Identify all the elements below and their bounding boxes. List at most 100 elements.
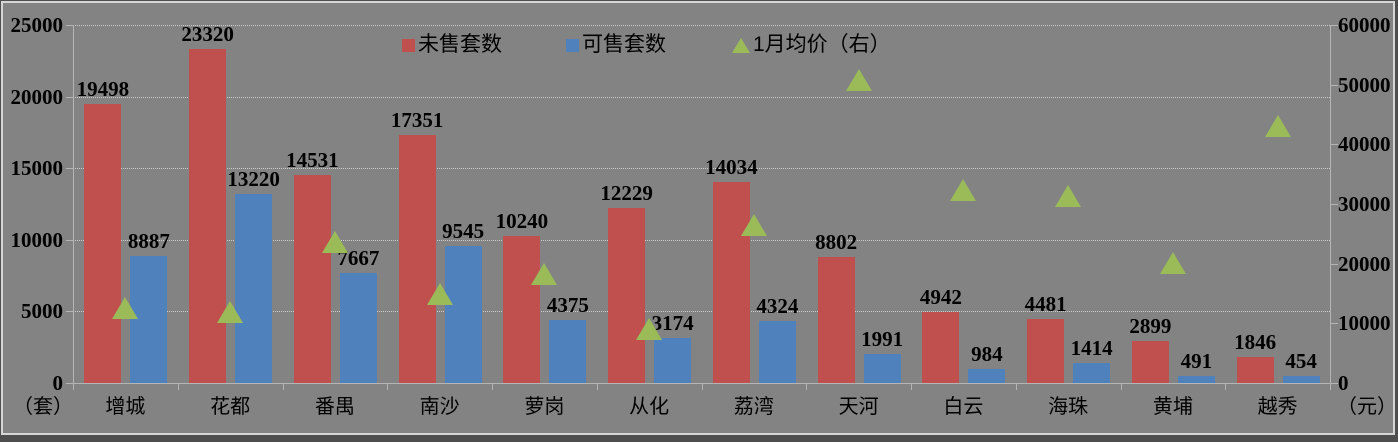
unsold-bar: [84, 103, 122, 383]
unsold-value-label: 19498: [76, 76, 130, 101]
available-value-label: 491: [1180, 348, 1213, 373]
bottom-axis-tick: [701, 383, 703, 390]
left-axis-tick-label: 10000: [10, 227, 64, 252]
unsold-value-label: 10240: [495, 209, 549, 234]
category-label: 天河: [838, 396, 879, 418]
unsold-value-label: 1846: [1234, 329, 1277, 354]
bottom-axis-tick: [1225, 383, 1227, 390]
unsold-bar: [922, 312, 960, 383]
avg-price-series-triangle-icon: [732, 37, 750, 53]
bottom-axis-tick: [911, 383, 912, 390]
available-bar: [130, 255, 168, 383]
available-series-square-icon: [566, 38, 579, 52]
available-bar: [444, 246, 482, 383]
left-axis-tick: [66, 168, 73, 170]
bottom-axis-tick: [177, 383, 179, 390]
right-axis-tick-label: 30000: [1338, 192, 1391, 216]
left-axis-line: [73, 25, 74, 390]
available-value-label: 9545: [442, 219, 485, 244]
unsold-bar: [189, 49, 227, 383]
avg-price-triangle-marker: [217, 300, 244, 323]
right-axis-tick: [1331, 263, 1338, 265]
right-axis-tick-label: 0: [1338, 371, 1349, 395]
category-label: 南沙: [419, 396, 460, 418]
legend-item-avg-price: 1月均价（右）: [732, 33, 891, 57]
unsold-value-label: 14034: [705, 155, 758, 180]
available-bar: [758, 321, 796, 383]
left-axis-tick: [66, 96, 73, 98]
bottom-axis-tick: [596, 383, 598, 390]
unsold-bar: [398, 134, 436, 383]
right-axis-tick: [1331, 144, 1338, 146]
left-axis-tick: [66, 311, 73, 313]
available-value-label: 1991: [861, 327, 904, 352]
unsold-value-label: 23320: [181, 22, 234, 47]
category-label: 白云: [943, 396, 984, 418]
legend: 未售套数 可售套数 1月均价（右）: [3, 33, 1393, 59]
avg-price-triangle-marker: [321, 230, 348, 253]
unsold-bar: [1027, 318, 1065, 383]
available-value-label: 8887: [127, 228, 170, 253]
available-bar: [654, 337, 692, 383]
unsold-bar: [1236, 356, 1274, 383]
category-label: 黄埔: [1152, 396, 1193, 418]
legend-label-avg-price: 1月均价（右）: [753, 33, 891, 56]
left-axis-tick-label: 15000: [10, 156, 64, 181]
bottom-axis-tick: [282, 383, 284, 390]
right-axis-tick-label: 60000: [1338, 13, 1391, 37]
right-axis-tick: [1331, 25, 1338, 26]
avg-price-triangle-marker: [531, 263, 558, 286]
unsold-value-label: 4942: [919, 285, 962, 310]
category-label: 萝岗: [524, 396, 565, 418]
legend-label-available: 可售套数: [582, 33, 666, 56]
available-bar: [549, 320, 587, 383]
right-axis-tick: [1331, 383, 1338, 384]
available-value-label: 984: [971, 341, 1003, 366]
unsold-bar: [1131, 341, 1169, 383]
unsold-bar: [712, 182, 750, 383]
left-axis-tick-label: 25000: [10, 13, 64, 37]
unsold-series-square-icon: [402, 38, 415, 52]
available-bar: [1073, 362, 1111, 383]
category-label: 番禺: [314, 396, 355, 418]
available-value-label: 1414: [1070, 335, 1113, 360]
category-label: 花都: [210, 396, 251, 418]
available-bar: [1282, 376, 1320, 383]
bottom-axis-tick: [387, 383, 389, 390]
left-axis-tick: [66, 25, 73, 26]
unsold-bar: [817, 256, 855, 383]
bottom-axis-tick: [1015, 383, 1017, 390]
available-value-label: 4375: [546, 293, 589, 318]
available-value-label: 3174: [651, 310, 694, 335]
category-label: 荔湾: [733, 396, 774, 418]
available-bar: [235, 193, 273, 383]
avg-price-triangle-marker: [845, 68, 872, 91]
avg-price-triangle-marker: [636, 318, 663, 341]
unsold-bar: [293, 174, 331, 383]
unsold-value-label: 4481: [1024, 291, 1067, 316]
category-label: 从化: [629, 396, 670, 418]
bottom-axis-tick: [492, 383, 493, 390]
available-bar: [968, 368, 1006, 383]
avg-price-triangle-marker: [1055, 185, 1082, 208]
horizontal-gridline: [73, 239, 1330, 241]
horizontal-gridline: [73, 311, 1330, 313]
unsold-bar: [503, 236, 541, 383]
right-axis-tick-label: 10000: [1338, 311, 1391, 336]
unsold-value-label: 8802: [815, 229, 858, 254]
right-axis-tick: [1331, 323, 1338, 325]
avg-price-triangle-marker: [740, 213, 767, 236]
unsold-value-label: 14531: [286, 147, 339, 172]
available-bar: [863, 354, 901, 383]
right-axis-unit-label: （元）: [1337, 396, 1397, 418]
available-value-label: 454: [1285, 349, 1317, 374]
legend-label-unsold: 未售套数: [418, 33, 502, 56]
horizontal-gridline: [73, 168, 1330, 170]
category-label: 增城: [105, 396, 146, 418]
horizontal-gridline: [73, 96, 1330, 98]
available-bar: [1177, 375, 1215, 383]
category-label: 海珠: [1048, 396, 1089, 418]
category-label: 越秀: [1257, 396, 1298, 418]
